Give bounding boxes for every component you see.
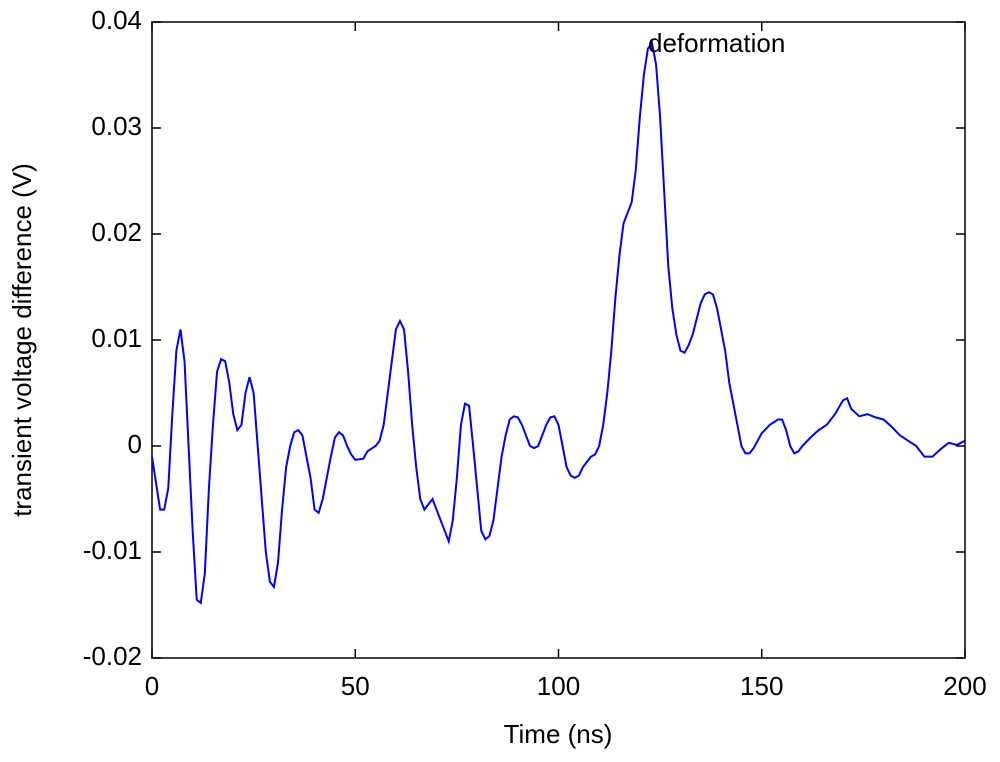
y-tick-label: -0.01 — [83, 535, 142, 565]
x-tick-label: 150 — [740, 671, 783, 701]
x-tick-label: 200 — [943, 671, 986, 701]
y-tick-label: 0.02 — [91, 217, 142, 247]
y-axis-label: transient voltage difference (V) — [7, 163, 37, 517]
annotation: deformation — [648, 28, 785, 58]
y-tick-label: -0.02 — [83, 641, 142, 671]
plot-frame — [151, 21, 966, 659]
y-tick-label: 0.04 — [91, 5, 142, 35]
x-axis-label: Time (ns) — [504, 719, 613, 749]
y-tick-label: 0.03 — [91, 111, 142, 141]
y-tick-label: 0.01 — [91, 323, 142, 353]
x-tick-label: 50 — [341, 671, 370, 701]
y-tick-label: 0 — [128, 429, 142, 459]
data-line — [151, 40, 966, 605]
x-tick-label: 0 — [145, 671, 159, 701]
x-tick-label: 100 — [537, 671, 580, 701]
